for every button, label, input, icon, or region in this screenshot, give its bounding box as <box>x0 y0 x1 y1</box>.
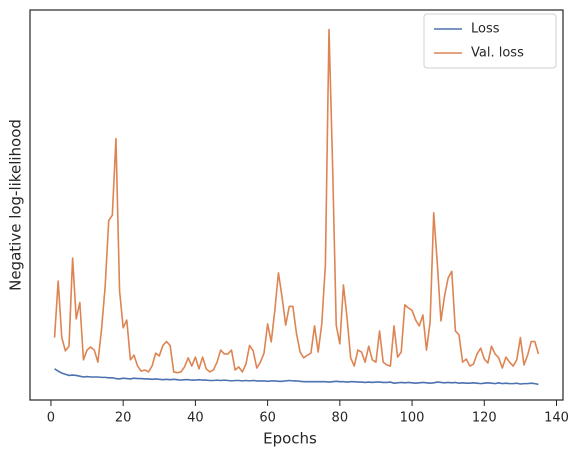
x-axis-label: Epochs <box>263 430 317 448</box>
line-series <box>53 28 540 374</box>
y-axis-label: Negative log-likelihood <box>7 119 25 291</box>
x-tick-label: 40 <box>187 411 204 426</box>
x-tick-label: 120 <box>472 411 497 426</box>
x-tick-label: 20 <box>115 411 132 426</box>
legend-label: Val. loss <box>471 46 524 61</box>
legend-label: Loss <box>471 22 500 37</box>
line-series <box>54 368 539 386</box>
x-tick-label: 60 <box>259 411 276 426</box>
x-tick-label: 80 <box>332 411 349 426</box>
x-tick-label: 100 <box>400 411 425 426</box>
x-tick-label: 0 <box>47 411 55 426</box>
plot-frame <box>29 9 564 401</box>
legend-box <box>423 13 557 69</box>
x-tick-label: 140 <box>544 411 569 426</box>
